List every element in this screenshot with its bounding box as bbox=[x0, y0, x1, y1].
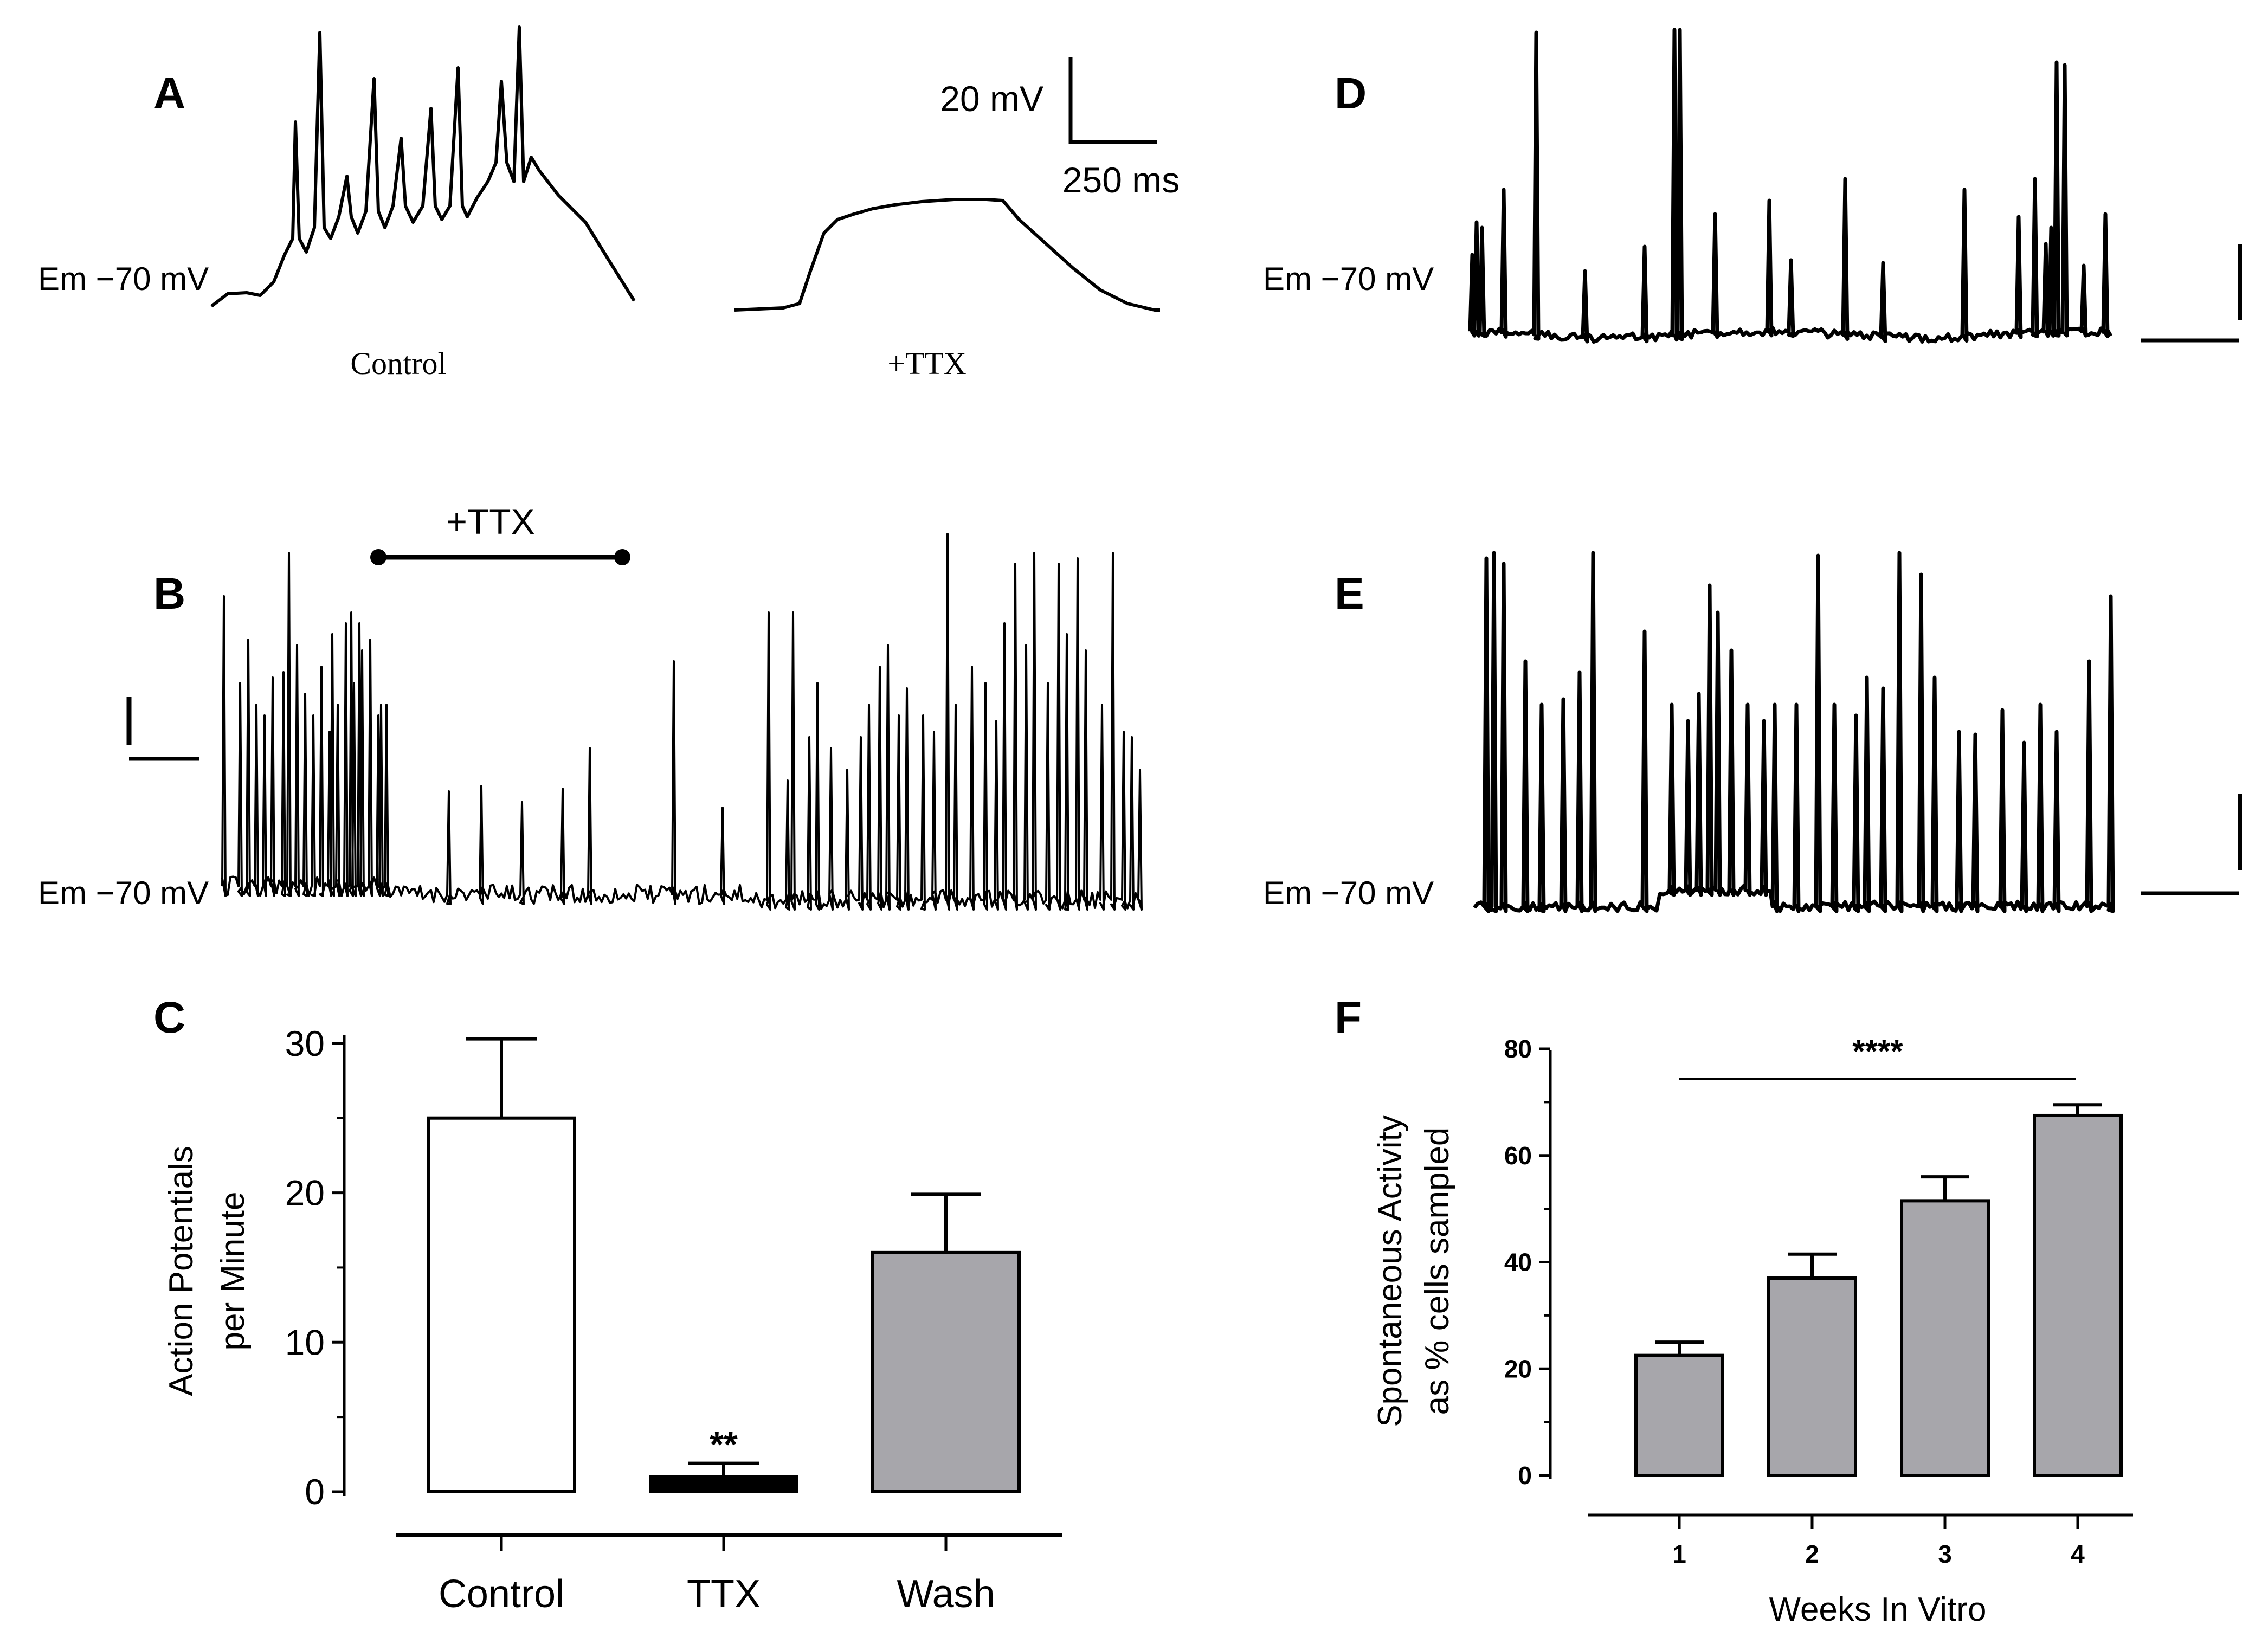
ytick-label-3: 60 bbox=[1504, 1142, 1532, 1170]
bar-ttx bbox=[649, 1475, 798, 1493]
xtick-label-2: Wash bbox=[897, 1572, 995, 1616]
panel-label-b: B bbox=[153, 569, 185, 618]
xtick-label-1: TTX bbox=[687, 1572, 761, 1616]
ytick-label-0: 0 bbox=[305, 1472, 325, 1512]
trace-d bbox=[1468, 28, 2113, 344]
xtick-label-2: 3 bbox=[1938, 1540, 1952, 1568]
ytick-label-4: 80 bbox=[1504, 1035, 1532, 1063]
panel-label-c: C bbox=[153, 993, 185, 1042]
trace-b bbox=[221, 533, 1143, 911]
scale-voltage-label: 20 mV bbox=[940, 79, 1043, 119]
control-caption: Control bbox=[350, 346, 446, 381]
ttx-bar-start-dot bbox=[370, 549, 386, 565]
ttx-trace bbox=[734, 198, 1160, 312]
xtick-label-0: 1 bbox=[1672, 1540, 1686, 1568]
ytick-label-1: 20 bbox=[1504, 1355, 1532, 1383]
panel-d-em-label: Em −70 mV bbox=[1263, 261, 1434, 297]
panel-label-e: E bbox=[1335, 569, 1364, 618]
panel-b: Em −70 mV +TTX bbox=[38, 501, 1143, 911]
panel-e: Em −70 mV bbox=[1263, 551, 2242, 913]
chart-c-ylabel-line2: per Minute bbox=[214, 1192, 252, 1351]
chart-f: 0 20 40 60 80 1 2 3 4 **** Weeks In Vitro Spont… bbox=[1371, 1033, 2133, 1628]
chart-f-significance-label: **** bbox=[1852, 1033, 1903, 1069]
trace-e bbox=[1473, 551, 2115, 913]
panel-a: Em −70 mV Control +TTX 20 mV 250 ms bbox=[38, 25, 1180, 381]
panel-e-em-label: Em −70 mV bbox=[1263, 875, 1434, 911]
ytick-label-2: 40 bbox=[1504, 1248, 1532, 1276]
xtick-label-0: Control bbox=[439, 1572, 564, 1616]
bar-3 bbox=[1900, 1199, 1990, 1477]
chart-c: 0 10 20 30 ** Control TTX Wash Action Potenti… bbox=[163, 1023, 1062, 1616]
chart-f-xlabel: Weeks In Vitro bbox=[1769, 1591, 1987, 1628]
ttx-bar-end-dot bbox=[614, 549, 630, 565]
bar-1 bbox=[1634, 1353, 1724, 1477]
xtick-label-3: 4 bbox=[2071, 1540, 2085, 1568]
scale-bar-a bbox=[1068, 57, 1157, 144]
ytick-label-2: 20 bbox=[285, 1173, 325, 1213]
ytick-label-3: 30 bbox=[285, 1023, 325, 1063]
chart-c-ylabel-line1: Action Potentials bbox=[163, 1146, 200, 1396]
ytick-label-0: 0 bbox=[1518, 1461, 1532, 1490]
bar-2 bbox=[1767, 1276, 1857, 1477]
ttx-bar-label: +TTX bbox=[446, 501, 534, 541]
panel-d: Em −70 mV bbox=[1263, 28, 2242, 344]
bar-4 bbox=[2033, 1113, 2123, 1477]
bar-control bbox=[427, 1116, 576, 1494]
bar-annotation-1: ** bbox=[710, 1424, 738, 1465]
ttx-caption: +TTX bbox=[887, 346, 966, 381]
xtick-label-1: 2 bbox=[1805, 1540, 1819, 1568]
panel-a-em-label: Em −70 mV bbox=[38, 261, 209, 297]
panel-label-f: F bbox=[1335, 993, 1362, 1042]
chart-f-ylabel-line1: Spontaneous Activity bbox=[1371, 1115, 1409, 1427]
control-trace bbox=[210, 25, 636, 308]
scale-time-label: 250 ms bbox=[1062, 160, 1180, 200]
panel-label-d: D bbox=[1335, 69, 1367, 118]
panel-b-em-label: Em −70 mV bbox=[38, 875, 209, 911]
chart-f-ylabel-line2: as % cells sampled bbox=[1419, 1127, 1456, 1415]
bar-wash bbox=[871, 1250, 1021, 1494]
panel-label-a: A bbox=[153, 69, 185, 118]
ytick-label-1: 10 bbox=[285, 1322, 325, 1362]
